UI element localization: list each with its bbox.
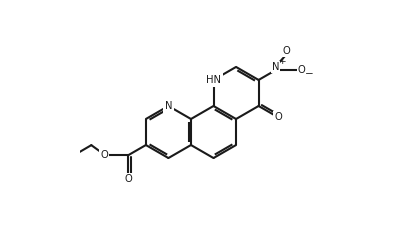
Text: O: O bbox=[274, 112, 282, 122]
Text: N: N bbox=[165, 101, 172, 111]
Text: O: O bbox=[100, 150, 108, 160]
Text: O: O bbox=[297, 65, 305, 75]
Text: O: O bbox=[125, 174, 132, 184]
Text: +: + bbox=[278, 57, 286, 66]
Text: O: O bbox=[282, 46, 290, 56]
Text: HN: HN bbox=[206, 75, 221, 85]
Text: −: − bbox=[305, 69, 314, 79]
Text: N: N bbox=[272, 62, 279, 72]
